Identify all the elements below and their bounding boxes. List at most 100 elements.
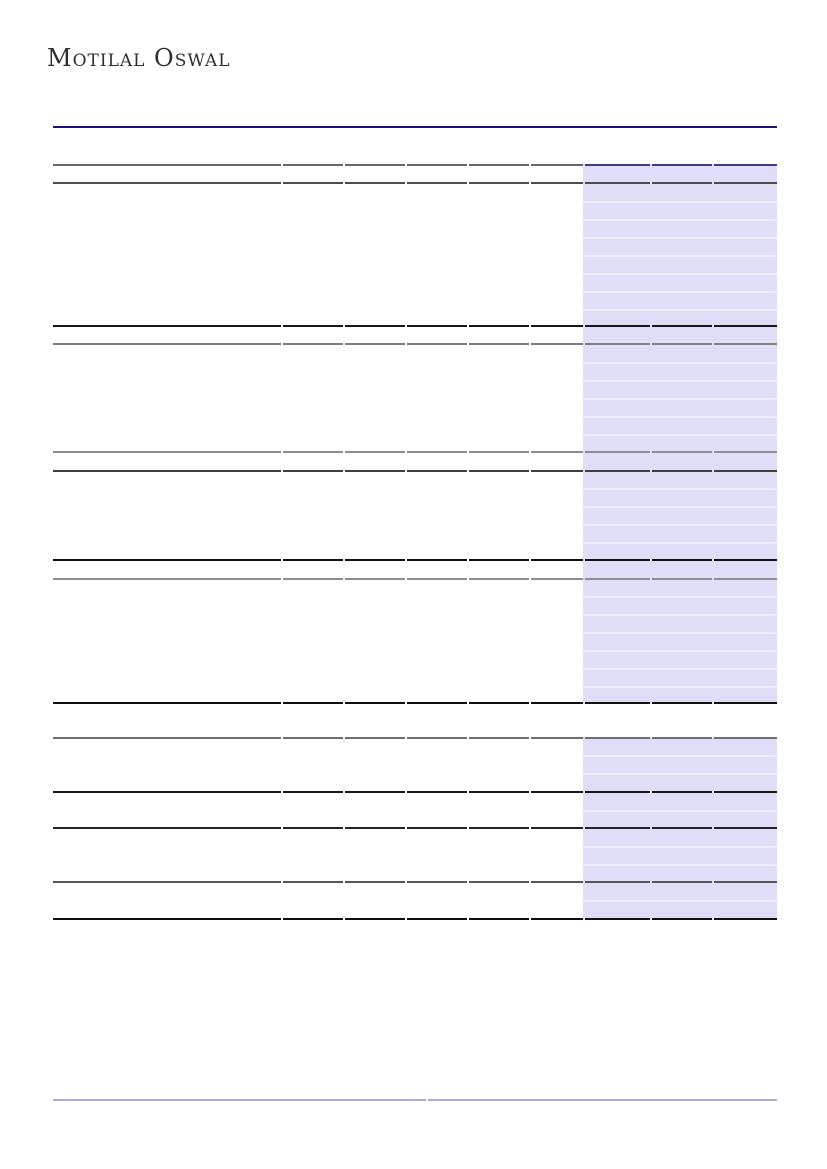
header-rule bbox=[53, 126, 777, 128]
column-divider-tick bbox=[583, 451, 585, 453]
column-divider-tick bbox=[405, 827, 407, 829]
column-divider-tick bbox=[529, 343, 531, 345]
column-divider-tick bbox=[529, 702, 531, 704]
table-row-separator bbox=[583, 632, 777, 634]
column-divider-tick bbox=[529, 164, 531, 166]
table-row-separator bbox=[583, 650, 777, 652]
column-divider-tick bbox=[405, 451, 407, 453]
column-divider-tick bbox=[650, 325, 652, 327]
column-divider-tick bbox=[405, 470, 407, 472]
table1-header-rule bbox=[53, 182, 777, 184]
table-row-separator bbox=[583, 434, 777, 436]
column-divider-tick bbox=[529, 182, 531, 184]
column-divider-tick bbox=[405, 918, 407, 920]
column-divider-tick bbox=[467, 343, 469, 345]
column-divider-tick bbox=[467, 881, 469, 883]
column-divider-tick bbox=[712, 791, 714, 793]
table-row-separator bbox=[583, 309, 777, 311]
column-divider-tick bbox=[281, 559, 283, 561]
column-divider-tick bbox=[529, 918, 531, 920]
column-divider-tick bbox=[712, 881, 714, 883]
column-divider-tick bbox=[529, 325, 531, 327]
column-divider-tick bbox=[467, 702, 469, 704]
column-divider-tick bbox=[650, 881, 652, 883]
column-divider-tick bbox=[712, 343, 714, 345]
column-divider-tick bbox=[583, 881, 585, 883]
table-row-separator bbox=[583, 506, 777, 508]
table1-bottom-rule bbox=[53, 702, 777, 704]
column-divider-tick bbox=[650, 737, 652, 739]
footer-rule bbox=[53, 1099, 777, 1101]
column-divider-tick bbox=[467, 791, 469, 793]
column-divider-tick bbox=[281, 164, 283, 166]
column-divider-tick bbox=[712, 737, 714, 739]
column-divider-tick bbox=[343, 737, 345, 739]
column-divider-tick bbox=[583, 827, 585, 829]
table1-section3-header-rule bbox=[53, 470, 777, 472]
column-divider-tick bbox=[467, 578, 469, 580]
column-divider-tick bbox=[405, 737, 407, 739]
table-row-separator bbox=[583, 416, 777, 418]
column-divider-tick bbox=[712, 918, 714, 920]
column-divider-tick bbox=[405, 325, 407, 327]
column-divider-tick bbox=[712, 182, 714, 184]
column-divider-tick bbox=[281, 451, 283, 453]
column-divider-tick bbox=[281, 827, 283, 829]
column-divider-tick bbox=[583, 325, 585, 327]
table-row-separator bbox=[583, 219, 777, 221]
column-divider-tick bbox=[529, 737, 531, 739]
column-divider-tick bbox=[281, 702, 283, 704]
column-divider-tick bbox=[467, 182, 469, 184]
column-divider-tick bbox=[650, 578, 652, 580]
table-row-separator bbox=[583, 686, 777, 688]
column-divider-tick bbox=[405, 164, 407, 166]
table2-row3-rule bbox=[53, 827, 777, 829]
column-divider-tick bbox=[712, 578, 714, 580]
column-divider-tick bbox=[281, 918, 283, 920]
column-divider-tick bbox=[405, 182, 407, 184]
column-divider-tick bbox=[650, 791, 652, 793]
column-divider-tick bbox=[712, 325, 714, 327]
table-row-separator bbox=[583, 255, 777, 257]
table1-section2-header-rule bbox=[53, 343, 777, 345]
column-divider-tick bbox=[467, 325, 469, 327]
column-divider-tick bbox=[467, 451, 469, 453]
table1-top-rule bbox=[53, 164, 777, 166]
column-divider-tick bbox=[583, 578, 585, 580]
table-row-separator bbox=[583, 755, 777, 757]
column-divider-tick bbox=[650, 182, 652, 184]
column-divider-tick bbox=[583, 559, 585, 561]
column-divider-tick bbox=[583, 343, 585, 345]
table-row-separator bbox=[583, 291, 777, 293]
column-divider-tick bbox=[405, 578, 407, 580]
table-row-separator bbox=[583, 362, 777, 364]
table-row-separator bbox=[583, 810, 777, 812]
table-row-separator bbox=[583, 488, 777, 490]
column-divider-tick bbox=[529, 791, 531, 793]
column-divider-tick bbox=[281, 578, 283, 580]
column-divider-tick bbox=[467, 918, 469, 920]
column-divider-tick bbox=[712, 470, 714, 472]
column-divider-tick bbox=[712, 827, 714, 829]
column-divider-tick bbox=[405, 702, 407, 704]
column-divider-tick bbox=[583, 182, 585, 184]
column-divider-tick bbox=[583, 737, 585, 739]
column-divider-tick bbox=[712, 559, 714, 561]
column-divider-tick bbox=[712, 164, 714, 166]
column-divider-tick bbox=[467, 164, 469, 166]
table-row-separator bbox=[583, 864, 777, 866]
table1-section4-top-rule bbox=[53, 559, 777, 561]
table-row-separator bbox=[583, 773, 777, 775]
column-divider-tick bbox=[529, 881, 531, 883]
brand-logo-text: Motilal Oswal bbox=[47, 44, 231, 72]
column-divider-tick bbox=[405, 559, 407, 561]
table2-row2-rule bbox=[53, 791, 777, 793]
table1-section4-header-rule bbox=[53, 578, 777, 580]
column-divider-tick bbox=[467, 470, 469, 472]
column-divider-tick bbox=[467, 559, 469, 561]
column-divider-tick bbox=[583, 791, 585, 793]
table-row-separator bbox=[583, 668, 777, 670]
column-divider-tick bbox=[343, 827, 345, 829]
column-divider-tick bbox=[343, 182, 345, 184]
